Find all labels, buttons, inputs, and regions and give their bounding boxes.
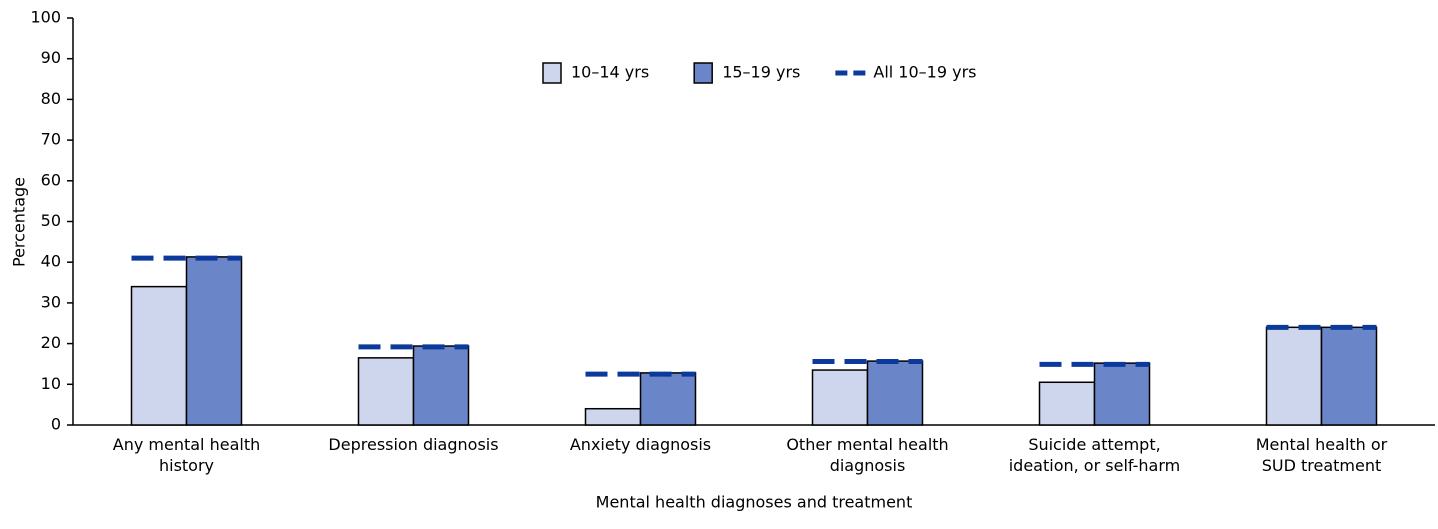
bar bbox=[639, 372, 697, 426]
bar bbox=[1038, 381, 1096, 426]
y-tick-label: 60 bbox=[41, 170, 61, 189]
bar bbox=[584, 407, 642, 426]
legend-swatch bbox=[542, 62, 562, 84]
x-tick-label: Depression diagnosis bbox=[328, 435, 499, 454]
legend-label: 10–14 yrs bbox=[571, 63, 649, 82]
bar bbox=[185, 256, 243, 426]
x-tick-label: Suicide attempt, ideation, or self-harm bbox=[1008, 435, 1181, 475]
bar bbox=[811, 369, 869, 426]
y-tick-label: 30 bbox=[41, 292, 61, 311]
y-tick-label: 50 bbox=[41, 211, 61, 230]
bar bbox=[1265, 326, 1323, 426]
bar bbox=[866, 360, 924, 426]
y-tick-label: 70 bbox=[41, 130, 61, 149]
y-tick-label: 40 bbox=[41, 252, 61, 271]
y-tick-label: 80 bbox=[41, 89, 61, 108]
bar bbox=[357, 357, 415, 426]
y-tick-label: 20 bbox=[41, 333, 61, 352]
x-tick-label: Other mental health diagnosis bbox=[786, 435, 949, 475]
y-axis-title: Percentage bbox=[10, 177, 29, 267]
legend-label: 15–19 yrs bbox=[722, 63, 800, 82]
x-tick-label: Any mental health history bbox=[112, 435, 261, 475]
x-tick-label: Anxiety diagnosis bbox=[569, 435, 712, 454]
legend-label: All 10–19 yrs bbox=[873, 63, 976, 82]
bar bbox=[130, 285, 188, 426]
y-tick-label: 10 bbox=[41, 374, 61, 393]
x-axis-title: Mental health diagnoses and treatment bbox=[596, 493, 913, 512]
x-tick-label: Mental health or SUD treatment bbox=[1255, 435, 1388, 475]
bar bbox=[1093, 362, 1151, 426]
y-tick-label: 100 bbox=[30, 8, 61, 27]
y-tick-label: 0 bbox=[51, 415, 61, 434]
bar bbox=[412, 345, 470, 426]
bar bbox=[1320, 326, 1378, 426]
y-tick-label: 90 bbox=[41, 48, 61, 67]
legend-swatch bbox=[693, 62, 713, 84]
